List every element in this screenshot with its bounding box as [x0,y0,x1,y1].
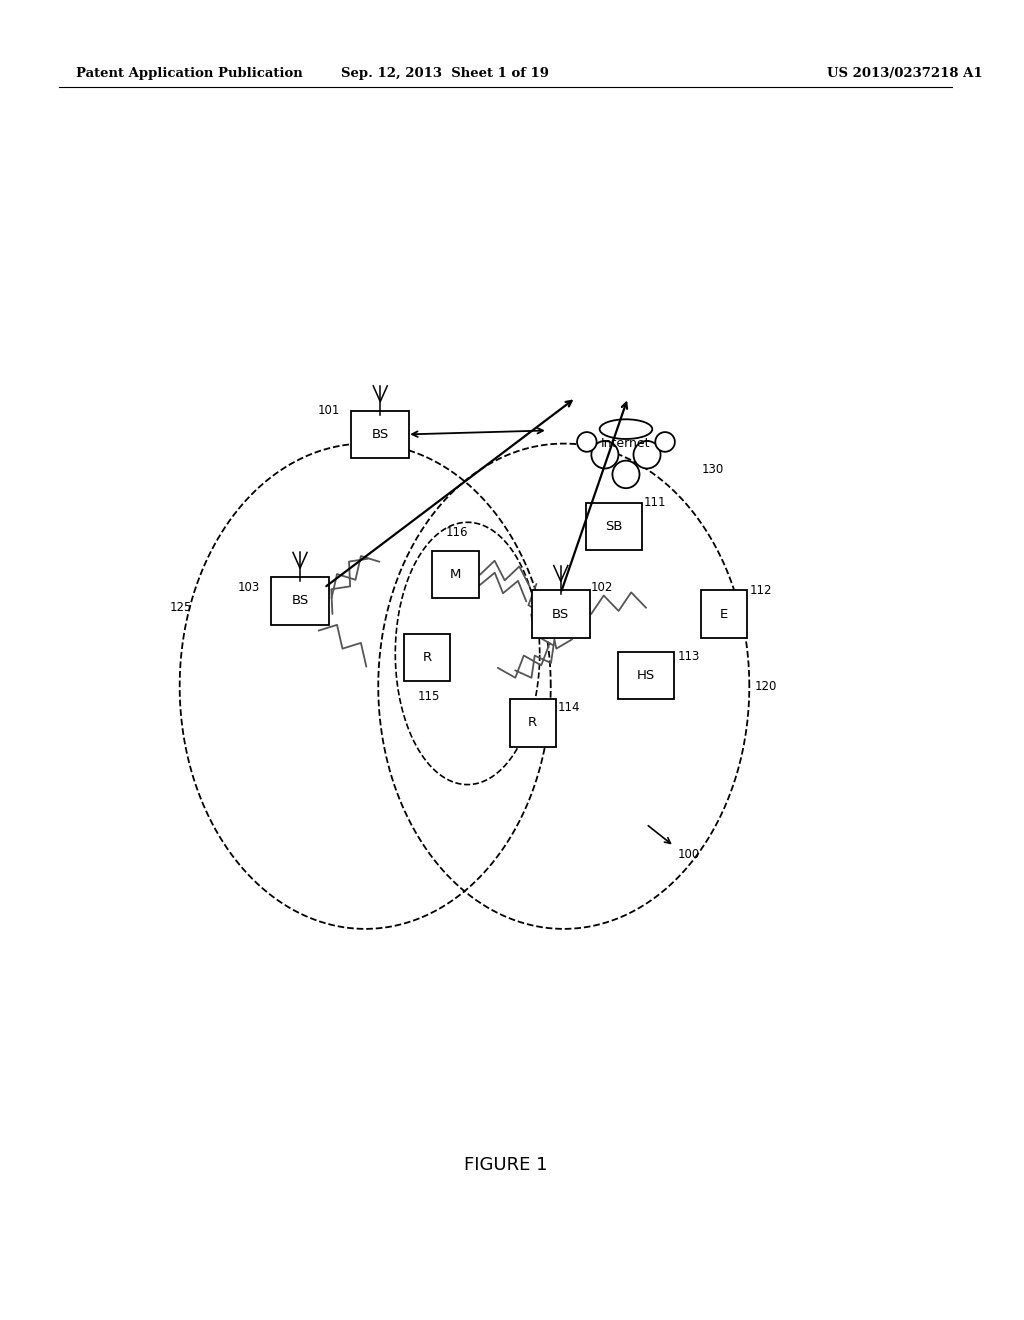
Ellipse shape [600,420,652,440]
Text: Patent Application Publication: Patent Application Publication [77,67,303,81]
Text: 114: 114 [558,701,581,714]
Text: US 2013/0237218 A1: US 2013/0237218 A1 [826,67,982,81]
Text: 115: 115 [418,690,439,704]
Text: 112: 112 [750,583,772,597]
Text: 111: 111 [644,496,667,510]
Text: Internet: Internet [601,437,650,450]
Text: 116: 116 [445,527,468,540]
Text: R: R [528,717,538,730]
FancyBboxPatch shape [531,590,590,638]
Ellipse shape [655,432,675,451]
Ellipse shape [591,441,618,469]
Text: E: E [720,607,728,620]
Text: BS: BS [372,428,389,441]
FancyBboxPatch shape [404,634,451,681]
Text: R: R [423,651,432,664]
Text: BS: BS [292,594,308,607]
Ellipse shape [634,441,660,469]
Text: BS: BS [552,607,569,620]
Text: 102: 102 [591,581,613,594]
Text: 101: 101 [318,404,340,417]
FancyBboxPatch shape [271,577,329,624]
FancyBboxPatch shape [351,411,410,458]
Text: 100: 100 [678,847,700,861]
Text: SB: SB [605,520,623,533]
Text: HS: HS [637,669,655,682]
Ellipse shape [612,461,640,488]
FancyBboxPatch shape [701,590,748,638]
Text: FIGURE 1: FIGURE 1 [464,1156,548,1173]
Text: 103: 103 [238,581,260,594]
Text: Sep. 12, 2013  Sheet 1 of 19: Sep. 12, 2013 Sheet 1 of 19 [341,67,550,81]
FancyBboxPatch shape [510,700,556,747]
Text: 113: 113 [678,649,700,663]
Text: M: M [450,568,461,581]
FancyBboxPatch shape [432,552,478,598]
FancyBboxPatch shape [586,503,642,550]
Text: 120: 120 [755,680,776,693]
Text: 125: 125 [170,601,193,614]
FancyBboxPatch shape [617,652,674,700]
Ellipse shape [578,432,597,451]
Text: 130: 130 [701,463,723,477]
